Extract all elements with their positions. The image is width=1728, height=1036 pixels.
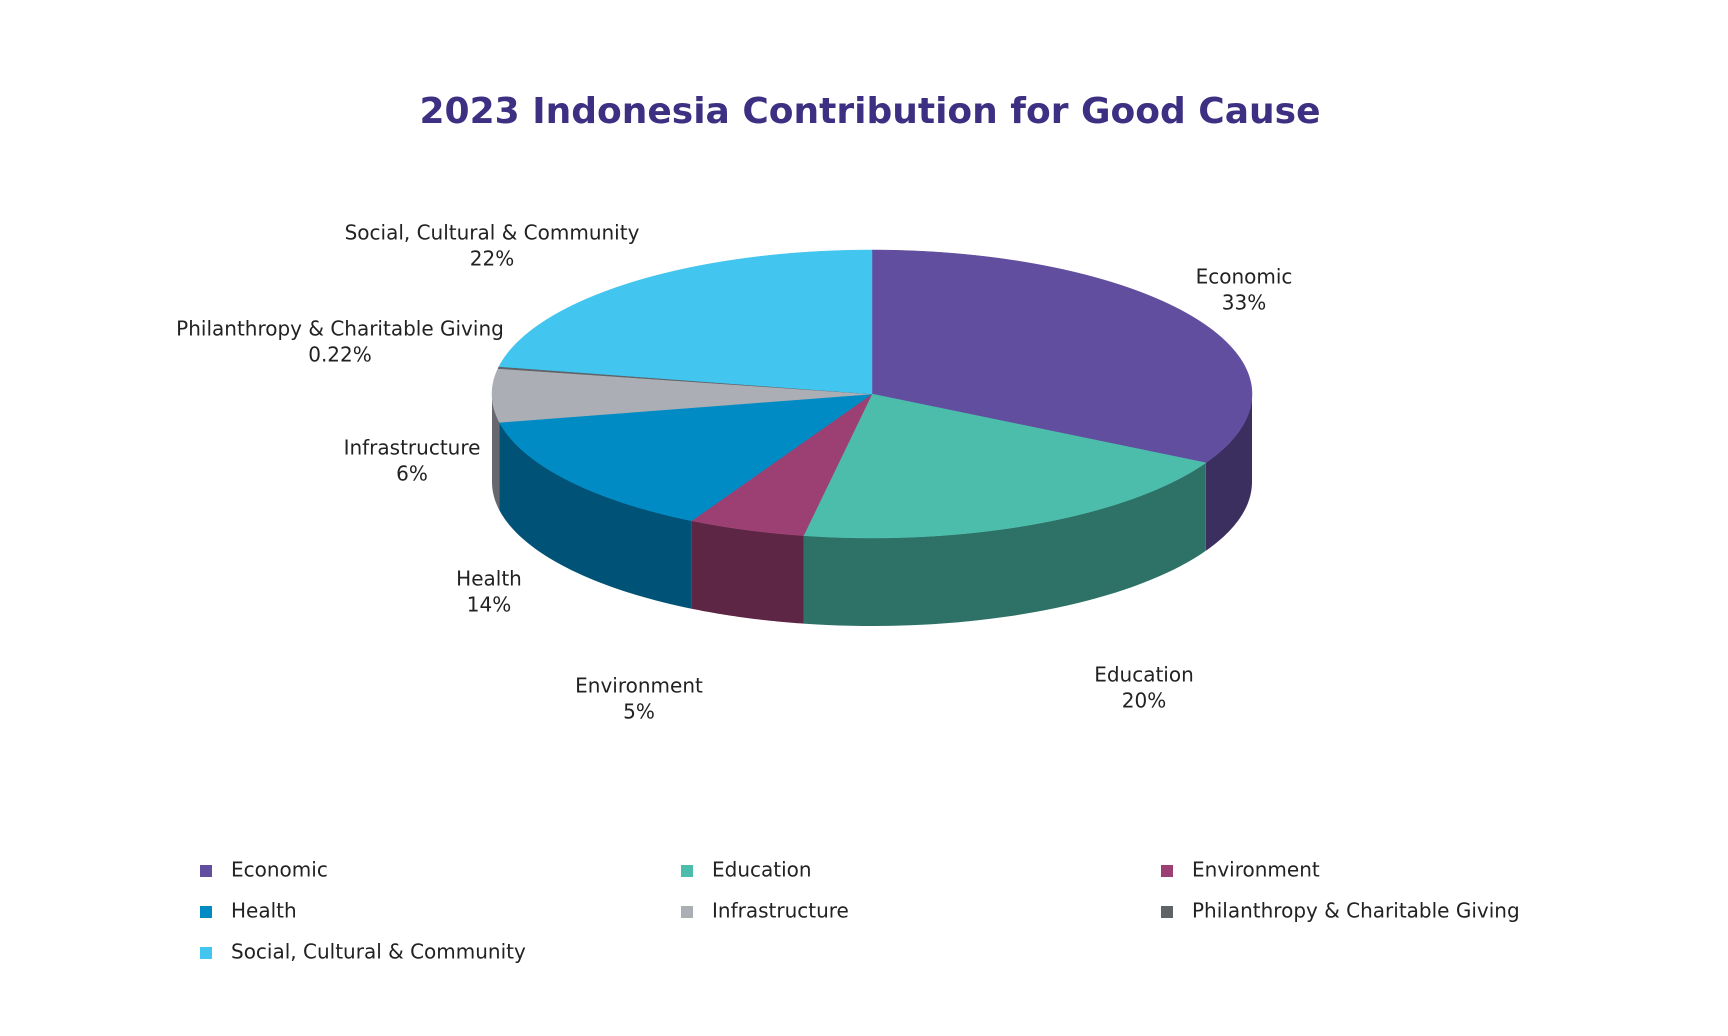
legend-label: Health	[231, 899, 297, 923]
slice-label: Education	[1094, 663, 1194, 687]
slice	[491, 368, 873, 423]
slice-value-label: 14%	[467, 593, 511, 617]
slice-value-label: 20%	[1122, 689, 1166, 713]
slice-label: Economic	[1196, 265, 1293, 289]
legend-swatch	[200, 906, 212, 918]
legend-swatch	[1161, 865, 1173, 877]
legend-label: Economic	[231, 858, 328, 882]
legend-swatch	[200, 865, 212, 877]
legend-swatch	[681, 865, 693, 877]
legend-swatch	[1161, 906, 1173, 918]
legend-swatch	[200, 947, 212, 959]
slice-side	[691, 520, 804, 624]
slice	[871, 249, 1253, 464]
slice-label: Philanthropy & Charitable Giving	[176, 317, 504, 341]
legend-label: Education	[712, 858, 812, 882]
slice	[803, 393, 1207, 539]
slice	[690, 393, 873, 536]
legend-label: Infrastructure	[712, 899, 849, 923]
slice-label: Health	[456, 567, 522, 591]
slice-value-label: 6%	[396, 462, 428, 486]
legend-swatch	[681, 906, 693, 918]
slice-label: Environment	[575, 674, 703, 698]
slice-side	[492, 394, 500, 511]
slice	[499, 393, 873, 522]
slice-value-label: 5%	[623, 700, 655, 724]
slice-value-label: 0.22%	[308, 343, 372, 367]
slice-value-label: 33%	[1222, 291, 1266, 315]
legend-label: Philanthropy & Charitable Giving	[1192, 899, 1520, 923]
legend-label: Environment	[1192, 858, 1320, 882]
chart-title: 2023 Indonesia Contribution for Good Cau…	[419, 91, 1320, 132]
slice-side	[803, 462, 1206, 626]
slice-label: Infrastructure	[344, 436, 481, 460]
slice-label: Social, Cultural & Community	[345, 221, 640, 245]
legend-label: Social, Cultural & Community	[231, 940, 526, 964]
slice-value-label: 22%	[470, 247, 514, 271]
slice-side	[1205, 394, 1252, 551]
slice	[498, 249, 873, 395]
